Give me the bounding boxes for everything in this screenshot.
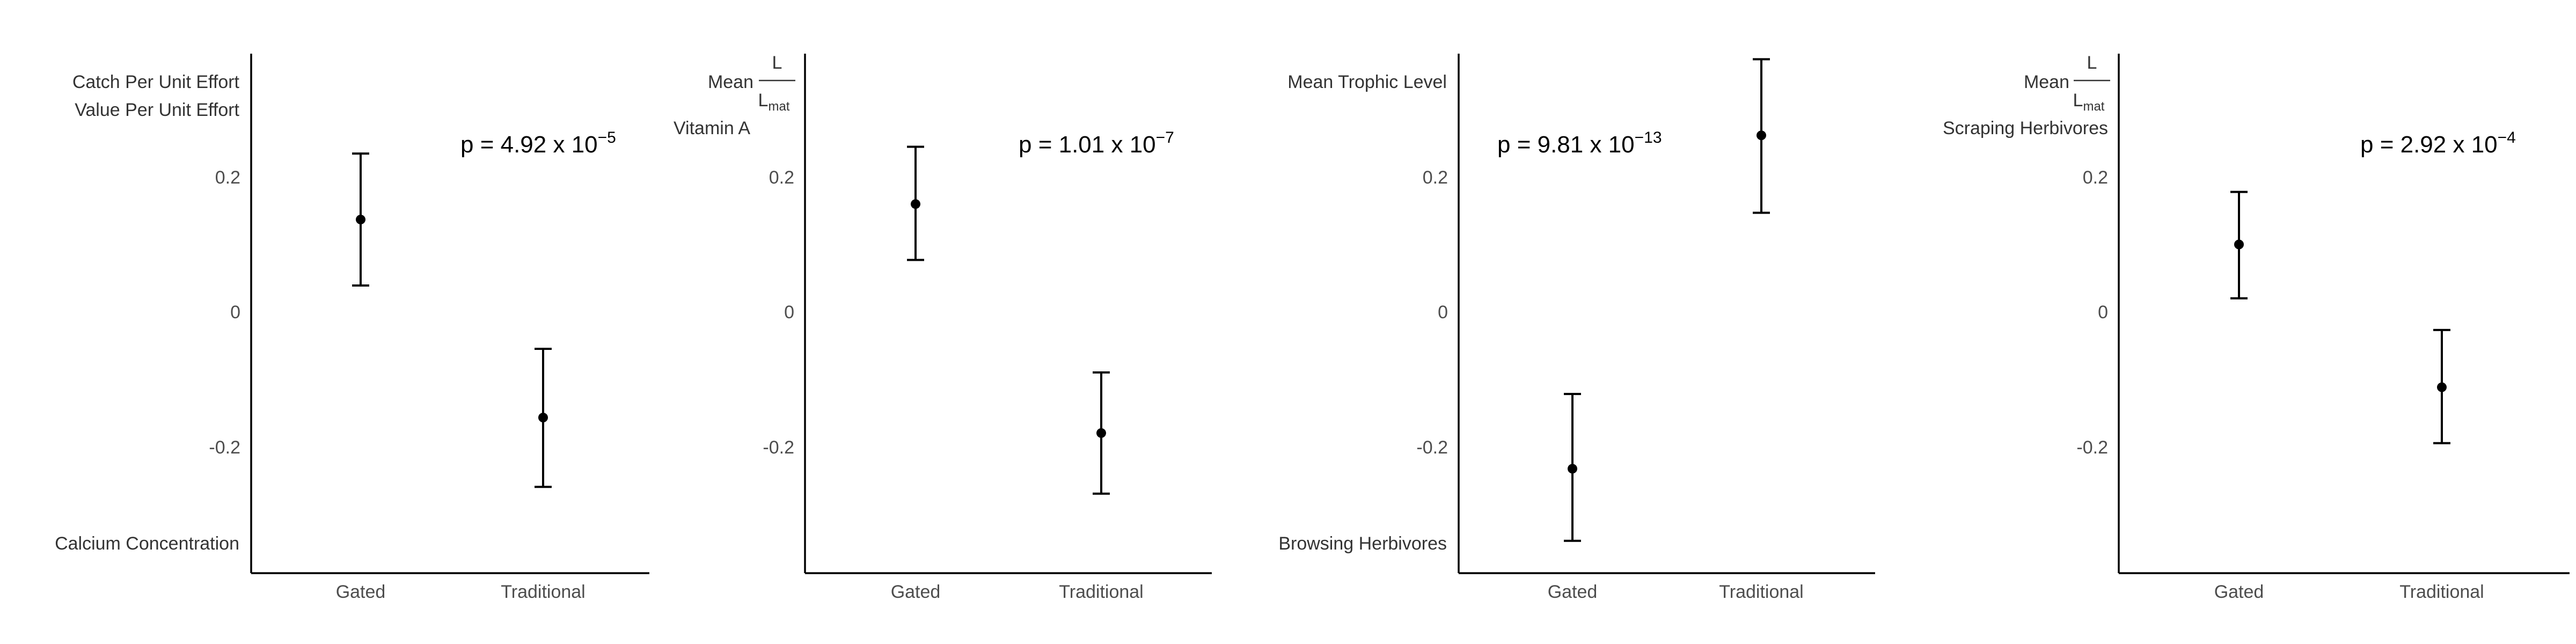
mean-point-gated [356, 215, 365, 225]
y-tick-label: 0.2 [2083, 167, 2108, 188]
y-tick-label: 0 [2098, 302, 2108, 323]
p-value-text: p = 9.81 x 10 [1497, 131, 1635, 158]
top-label-2: Value Per Unit Effort [75, 100, 239, 120]
fraction-denominator-sub: mat [768, 99, 789, 114]
error-bar-marks [1564, 58, 1770, 542]
x-tick-label: Gated [891, 582, 941, 602]
p-value-exponent: −13 [1635, 129, 1662, 147]
p-value-label: p = 1.01 x 10−7 [1019, 129, 1174, 158]
p-value-label: p = 9.81 x 10−13 [1497, 129, 1662, 158]
mean-point-gated [2234, 239, 2244, 250]
mean-point-traditional [2437, 382, 2447, 392]
y-tick-label: -0.2 [209, 437, 240, 458]
p-value-exponent: −7 [1156, 129, 1174, 147]
panel-1: Catch Per Unit Effort Value Per Unit Eff… [55, 54, 649, 602]
mean-fraction-label: Mean L Lmat [708, 53, 795, 114]
mean-point-traditional [538, 413, 548, 423]
p-value-text: p = 2.92 x 10 [2360, 131, 2498, 158]
x-tick-label: Traditional [1719, 582, 1803, 602]
x-tick-label: Traditional [501, 582, 585, 602]
bottom-label-1: Browsing Herbivores [1278, 533, 1447, 554]
mean-point-traditional [1096, 428, 1106, 438]
x-tick-label: Gated [2214, 582, 2264, 602]
fraction-denominator-sub: mat [2083, 99, 2104, 114]
x-tick-label: Traditional [2399, 582, 2484, 602]
x-tick-label: Gated [1548, 582, 1598, 602]
y-tick-label: -0.2 [1416, 437, 1448, 458]
mean-point-traditional [1757, 130, 1766, 141]
fraction-numerator: L [772, 53, 782, 73]
p-value-label: p = 2.92 x 10−4 [2360, 129, 2516, 158]
y-tick-label: 0.2 [215, 167, 240, 188]
panel-4: Mean L Lmat Scraping Herbivores p = 2.92… [1943, 53, 2570, 602]
mean-fraction-label: Mean L Lmat [2024, 53, 2110, 114]
fraction-denominator: Lmat [2073, 90, 2105, 114]
panel-3: Mean Trophic Level Browsing Herbivores p… [1278, 54, 1875, 602]
y-tick-label: 0.2 [1423, 167, 1448, 188]
fraction-denominator-main: L [2073, 90, 2083, 111]
y-tick-label: 0.2 [769, 167, 794, 188]
mean-point-gated [1568, 464, 1577, 474]
y-tick-label: 0 [230, 302, 240, 323]
y-tick-label: 0 [1438, 302, 1448, 323]
fraction-prefix: Mean [708, 72, 753, 92]
panel-2: Mean L Lmat Vitamin A p = 1.01 x 10−7 0.… [674, 53, 1212, 602]
bottom-label-1: Calcium Concentration [55, 533, 239, 554]
x-tick-label: Traditional [1059, 582, 1143, 602]
p-value-label: p = 4.92 x 10−5 [460, 129, 616, 158]
y-tick-label: -0.2 [2076, 437, 2108, 458]
p-value-text: p = 1.01 x 10 [1019, 131, 1156, 158]
y-tick-label: -0.2 [763, 437, 794, 458]
p-value-exponent: −4 [2498, 129, 2516, 147]
fraction-denominator: Lmat [758, 90, 790, 114]
top-label-1: Scraping Herbivores [1943, 118, 2108, 138]
error-bar-marks [907, 145, 1110, 495]
y-tick-label: 0 [784, 302, 794, 323]
p-value-text: p = 4.92 x 10 [460, 131, 598, 158]
top-label-1: Catch Per Unit Effort [72, 72, 240, 92]
mean-point-gated [911, 199, 920, 209]
fraction-prefix: Mean [2024, 72, 2069, 92]
error-bar-marks [2230, 191, 2450, 444]
fraction-numerator: L [2087, 53, 2097, 73]
fraction-denominator-main: L [758, 90, 769, 111]
top-label-1: Vitamin A [674, 118, 750, 138]
error-bar-marks [352, 152, 552, 488]
x-tick-label: Gated [336, 582, 386, 602]
p-value-exponent: −5 [598, 129, 616, 147]
top-label-1: Mean Trophic Level [1287, 72, 1447, 92]
